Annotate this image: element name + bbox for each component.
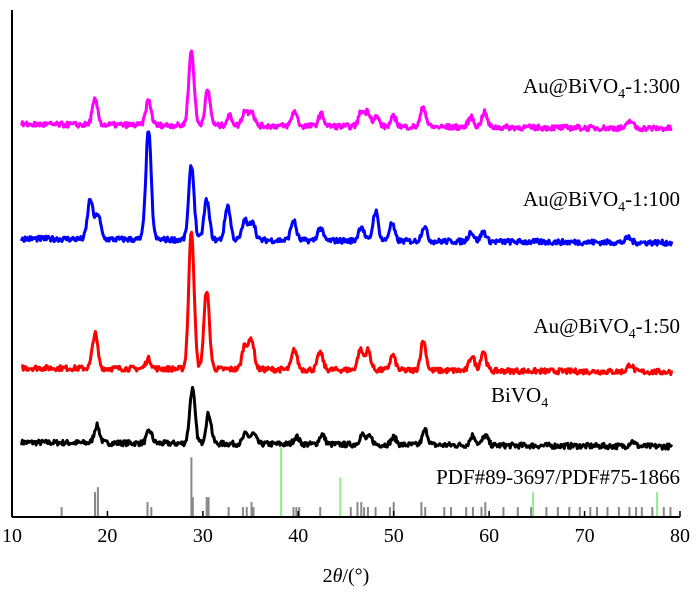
x-tick-label: 30 bbox=[193, 525, 213, 547]
series-line bbox=[20, 49, 673, 133]
x-tick-label: 70 bbox=[575, 525, 595, 547]
series-label: BiVO4 bbox=[491, 383, 548, 411]
x-tick-label: 50 bbox=[384, 525, 404, 547]
x-tick-label: 60 bbox=[479, 525, 499, 547]
series-label: Au@BiVO4-1:50 bbox=[533, 314, 680, 342]
series-line bbox=[20, 130, 674, 247]
reference-lines-group bbox=[60, 447, 672, 517]
plot-series-group bbox=[20, 49, 674, 451]
series-labels-group: BiVO4 Au@BiVO4-1:50 Au@BiVO4-1:100 Au@BiVO4… bbox=[491, 74, 680, 411]
series-line bbox=[20, 385, 674, 451]
x-ticks-group: 10 20 30 40 50 60 70 80 bbox=[2, 511, 690, 547]
x-axis-title: 2θ/(°) bbox=[323, 565, 370, 587]
reference-label: PDF#89-3697/PDF#75-1866 bbox=[436, 465, 680, 489]
series-label: Au@BiVO4-1:100 bbox=[523, 187, 680, 215]
x-tick-label: 40 bbox=[288, 525, 308, 547]
x-tick-label: 20 bbox=[97, 525, 117, 547]
series-line bbox=[20, 230, 674, 377]
x-tick-label: 10 bbox=[2, 525, 22, 547]
series-label: Au@BiVO4-1:300 bbox=[523, 74, 680, 102]
x-tick-label: 80 bbox=[670, 525, 690, 547]
